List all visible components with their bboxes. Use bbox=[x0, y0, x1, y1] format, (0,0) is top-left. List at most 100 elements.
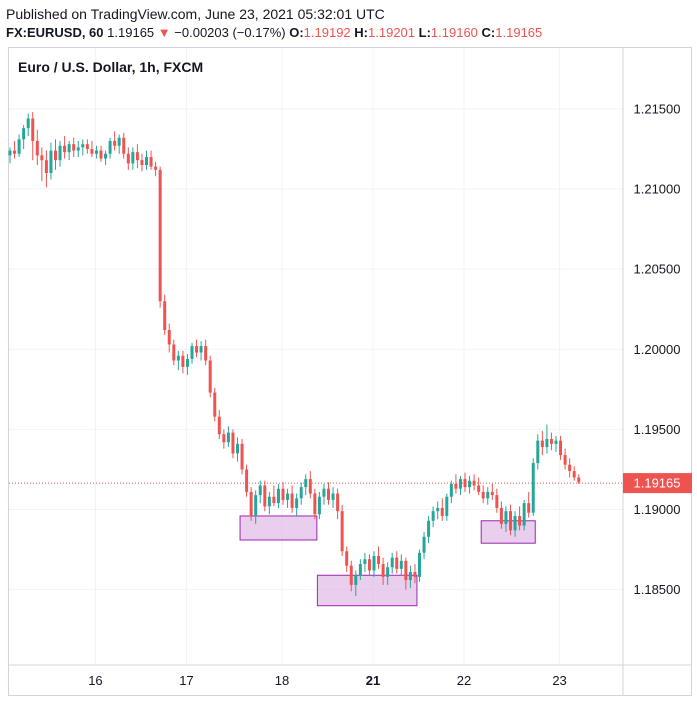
candle-body bbox=[267, 496, 271, 507]
candle-body bbox=[404, 560, 408, 581]
candle-body bbox=[145, 156, 148, 165]
candle-body bbox=[154, 166, 158, 170]
candle-body bbox=[295, 498, 299, 508]
candle-body bbox=[190, 346, 194, 359]
time-axis[interactable]: 16 17 18 21 22 23 bbox=[9, 664, 692, 688]
grid-lines bbox=[9, 48, 623, 665]
candle-body bbox=[499, 507, 503, 524]
candle-body bbox=[185, 358, 189, 367]
candle-body bbox=[386, 567, 390, 577]
candle-body bbox=[217, 416, 221, 435]
candle-body bbox=[140, 160, 144, 165]
candle-body bbox=[554, 440, 558, 444]
candle-body bbox=[577, 477, 581, 483]
candle-body bbox=[331, 493, 335, 500]
candle-body bbox=[81, 144, 85, 148]
candle-body bbox=[313, 493, 317, 515]
candle-body bbox=[559, 440, 563, 456]
candle-body bbox=[126, 153, 130, 164]
chart-title: Euro / U.S. Dollar, 1h, FXCM bbox=[18, 59, 204, 75]
candle-body bbox=[90, 148, 94, 154]
candle-body bbox=[163, 301, 167, 331]
candle-body bbox=[276, 488, 280, 504]
candle-body bbox=[477, 485, 481, 492]
candle-body bbox=[195, 346, 199, 353]
candle-body bbox=[122, 137, 126, 154]
x-tick-label: 17 bbox=[179, 673, 193, 688]
candle-body bbox=[377, 556, 381, 565]
down-arrow-icon: ▼ bbox=[157, 25, 171, 40]
candle-body bbox=[117, 137, 121, 146]
candle-body bbox=[418, 552, 421, 577]
highlight-zone bbox=[316, 574, 418, 607]
candle-body bbox=[367, 559, 371, 571]
candle-body bbox=[327, 488, 330, 500]
candle-body bbox=[245, 469, 249, 492]
candle-body bbox=[213, 392, 217, 417]
candle-body bbox=[436, 507, 440, 512]
candle-body bbox=[572, 471, 576, 478]
candle-body bbox=[358, 564, 362, 576]
candle-body bbox=[545, 439, 549, 448]
x-tick-label: 18 bbox=[275, 673, 289, 688]
price-axis[interactable]: 1.21500 1.21000 1.20500 1.20000 1.19500 1.190… bbox=[622, 48, 692, 695]
candle-body bbox=[317, 496, 321, 515]
y-tick-label: 1.19000 bbox=[634, 502, 681, 517]
candle-body bbox=[490, 491, 494, 496]
candle-body bbox=[281, 488, 285, 500]
candle-body bbox=[158, 169, 162, 302]
candle-body bbox=[486, 491, 490, 499]
candle-body bbox=[445, 496, 449, 516]
candle-body bbox=[399, 560, 403, 569]
candle-body bbox=[354, 575, 358, 585]
candle-body bbox=[481, 491, 485, 499]
x-tick-label: 23 bbox=[552, 673, 566, 688]
candle-body bbox=[149, 156, 153, 167]
candle-body bbox=[258, 485, 262, 496]
candle-body bbox=[40, 155, 44, 161]
y-tick-label: 1.18500 bbox=[634, 582, 681, 597]
candle-body bbox=[35, 140, 39, 156]
candle-body bbox=[304, 479, 308, 488]
candle-body bbox=[536, 440, 540, 464]
candle-body bbox=[395, 557, 399, 569]
candle-body bbox=[495, 495, 499, 508]
high-label: H: bbox=[354, 25, 369, 40]
candle-body bbox=[85, 144, 89, 149]
candle-body bbox=[199, 346, 203, 353]
candle-body bbox=[272, 496, 276, 504]
candle-body bbox=[422, 536, 426, 553]
chart-frame bbox=[8, 47, 692, 696]
candle-body bbox=[463, 479, 467, 488]
candle-body bbox=[31, 118, 35, 141]
candle-body bbox=[176, 355, 180, 361]
candle-body bbox=[531, 463, 535, 513]
candle-body bbox=[458, 479, 462, 489]
candle-body bbox=[254, 495, 258, 516]
open-label: O: bbox=[289, 25, 304, 40]
candle-body bbox=[49, 150, 53, 174]
candle-body bbox=[468, 480, 472, 488]
x-tick-label: 16 bbox=[88, 673, 102, 688]
candle-body bbox=[549, 439, 553, 444]
candle-body bbox=[94, 150, 98, 154]
candle-body bbox=[135, 152, 139, 161]
candle-body bbox=[249, 491, 253, 516]
candle-body bbox=[131, 152, 135, 164]
candle-body bbox=[518, 515, 522, 526]
close-value: 1.19165 bbox=[495, 25, 543, 40]
candle-body bbox=[17, 139, 21, 154]
candle-body bbox=[408, 572, 412, 581]
low-label: L: bbox=[418, 25, 431, 40]
candle-body bbox=[54, 150, 57, 161]
open-value: 1.19192 bbox=[303, 25, 351, 40]
candle-body bbox=[563, 455, 567, 465]
candle-body bbox=[72, 144, 76, 151]
candle-body bbox=[204, 346, 208, 361]
candle-body bbox=[8, 150, 12, 156]
candle-body bbox=[390, 557, 394, 568]
candle-body bbox=[322, 488, 326, 497]
candle-body bbox=[44, 160, 48, 174]
candle-body bbox=[440, 507, 444, 516]
